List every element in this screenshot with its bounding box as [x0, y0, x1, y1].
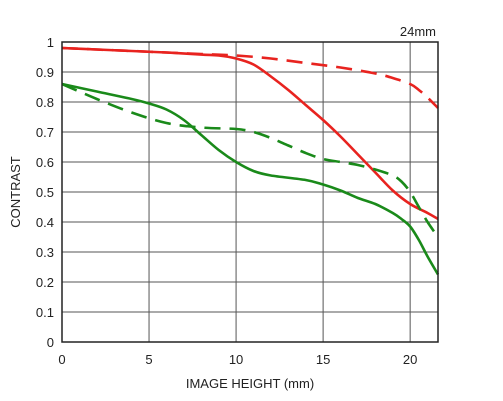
- y-tick-labels: 0 0.1 0.2 0.3 0.4 0.5 0.6 0.7 0.8 0.9 1: [36, 35, 54, 350]
- red-solid-series-line: [61, 46, 439, 221]
- x-tick-label: 20: [403, 352, 417, 367]
- green-dashed-series-line: [61, 82, 440, 238]
- y-tick-label: 0.9: [36, 65, 54, 80]
- plot-frame: [61, 41, 439, 343]
- y-axis-title: CONTRAST: [8, 156, 23, 228]
- x-axis-title: IMAGE HEIGHT (mm): [186, 376, 314, 391]
- x-tick-label: 0: [58, 352, 65, 367]
- y-tick-label: 0.1: [36, 305, 54, 320]
- y-tick-label: 0.2: [36, 275, 54, 290]
- y-tick-label: 0.3: [36, 245, 54, 260]
- x-tick-label: 5: [145, 352, 152, 367]
- x-tick-label: 15: [316, 352, 330, 367]
- green-solid-series-line: [61, 82, 440, 276]
- focal-length-label: 24mm: [400, 24, 436, 39]
- y-tick-label: 0.4: [36, 215, 54, 230]
- x-tick-label: 10: [229, 352, 243, 367]
- red-dashed-series-line: [61, 46, 439, 109]
- y-tick-label: 0.7: [36, 125, 54, 140]
- y-tick-label: 0.6: [36, 155, 54, 170]
- grid-lines: [61, 41, 438, 343]
- y-tick-label: 0: [47, 335, 54, 350]
- y-tick-label: 0.5: [36, 185, 54, 200]
- y-tick-label: 1: [47, 35, 54, 50]
- x-tick-labels: 0 5 10 15 20: [58, 352, 417, 367]
- series-lines: [61, 46, 440, 276]
- y-tick-label: 0.8: [36, 95, 54, 110]
